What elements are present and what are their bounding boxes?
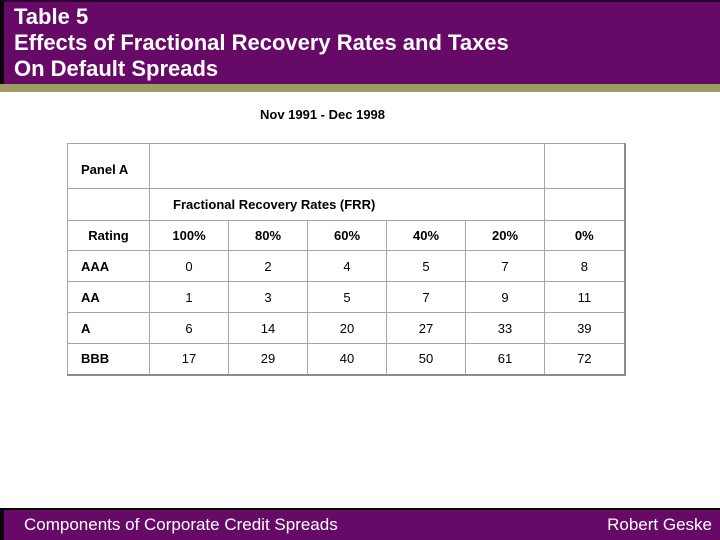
value-cell: 11 (544, 281, 626, 313)
value-cell: 7 (464, 250, 546, 282)
value-cell: 5 (307, 281, 387, 313)
table-row-bbb: BBB 17 29 40 50 61 72 (67, 343, 626, 375)
slide-header: Table 5 Effects of Fractional Recovery R… (0, 0, 720, 84)
table-row-group-header: Fractional Recovery Rates (FRR) (67, 188, 626, 221)
value-cell: 14 (228, 312, 308, 344)
column-header-rating: Rating (67, 220, 150, 251)
value-cell: 6 (149, 312, 229, 344)
value-cell: 1 (149, 281, 229, 313)
value-cell: 29 (228, 343, 308, 375)
column-header-0: 0% (544, 220, 626, 251)
value-cell: 5 (386, 250, 466, 282)
title-line-2: Effects of Fractional Recovery Rates and… (14, 30, 509, 55)
table-row-column-headers: Rating 100% 80% 60% 40% 20% 0% (67, 220, 626, 251)
footer-divider-line (0, 508, 720, 510)
column-header-80: 80% (228, 220, 308, 251)
value-cell: 3 (228, 281, 308, 313)
rating-cell: BBB (67, 343, 150, 375)
value-cell: 7 (386, 281, 466, 313)
slide-footer: Components of Corporate Credit Spreads R… (0, 510, 720, 540)
column-header-40: 40% (386, 220, 466, 251)
frr-group-header-cell: Fractional Recovery Rates (FRR) (148, 188, 546, 221)
value-cell: 39 (544, 312, 626, 344)
title-line-1: Table 5 (14, 4, 89, 29)
value-cell: 72 (544, 343, 626, 375)
value-cell: 27 (386, 312, 466, 344)
empty-cell (148, 143, 546, 189)
empty-cell (544, 188, 626, 221)
value-cell: 50 (386, 343, 466, 375)
date-range-subtitle: Nov 1991 - Dec 1998 (259, 107, 386, 122)
value-cell: 61 (464, 343, 546, 375)
accent-bar (0, 84, 720, 92)
panel-a-table-container: Panel A Fractional Recovery Rates (FRR) … (67, 143, 626, 376)
footer-author-name: Robert Geske (607, 515, 712, 534)
value-cell: 33 (464, 312, 546, 344)
rating-cell: A (67, 312, 150, 344)
table-row-aa: AA 1 3 5 7 9 11 (67, 281, 626, 313)
value-cell: 20 (307, 312, 387, 344)
value-cell: 8 (544, 250, 626, 282)
footer-presentation-title: Components of Corporate Credit Spreads (24, 515, 338, 534)
panel-label-cell: Panel A (67, 143, 150, 189)
title-line-3: On Default Spreads (14, 56, 219, 81)
value-cell: 17 (149, 343, 229, 375)
table-row-panel: Panel A (67, 143, 626, 189)
table-row-aaa: AAA 0 2 4 5 7 8 (67, 250, 626, 282)
value-cell: 0 (149, 250, 229, 282)
value-cell: 9 (464, 281, 546, 313)
empty-cell (544, 143, 626, 189)
column-header-20: 20% (464, 220, 546, 251)
rating-cell: AA (67, 281, 150, 313)
default-spreads-table: Panel A Fractional Recovery Rates (FRR) … (67, 143, 626, 376)
value-cell: 4 (307, 250, 387, 282)
table-row-a: A 6 14 20 27 33 39 (67, 312, 626, 344)
empty-cell (67, 188, 150, 221)
value-cell: 40 (307, 343, 387, 375)
column-header-60: 60% (307, 220, 387, 251)
rating-cell: AAA (67, 250, 150, 282)
column-header-100: 100% (149, 220, 229, 251)
value-cell: 2 (228, 250, 308, 282)
